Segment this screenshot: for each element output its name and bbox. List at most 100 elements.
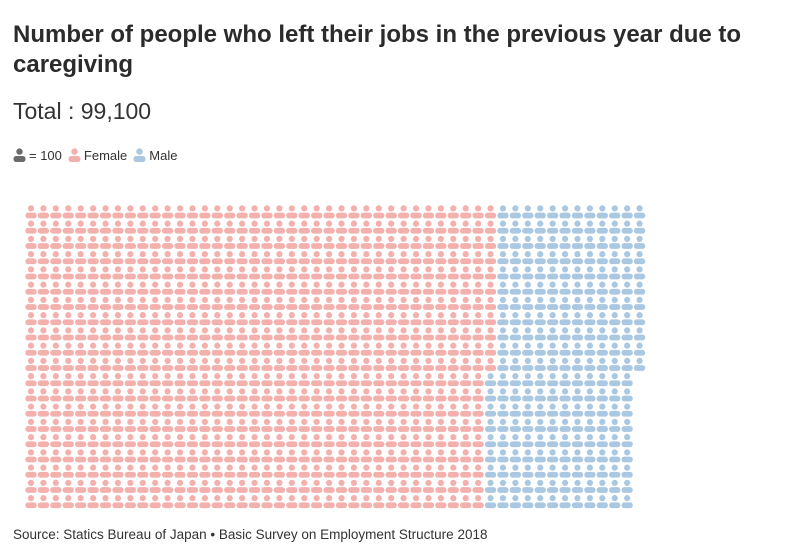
- female-person-icon: [311, 464, 323, 478]
- female-person-head: [176, 403, 184, 410]
- female-person-head: [462, 205, 469, 212]
- female-person-head: [214, 251, 221, 258]
- female-person-head: [313, 357, 320, 364]
- male-person-icon: [534, 449, 546, 463]
- female-person-head: [462, 403, 469, 410]
- male-person-head: [574, 281, 581, 288]
- female-person-icon: [211, 266, 223, 280]
- female-person-icon: [360, 296, 372, 310]
- male-person-icon: [621, 205, 633, 219]
- female-person-body: [447, 395, 459, 402]
- male-person-head: [499, 312, 507, 319]
- male-person-head: [586, 388, 594, 395]
- female-person-head: [475, 251, 482, 258]
- male-person-body: [534, 349, 546, 356]
- female-person-icon: [273, 403, 285, 417]
- female-person-icon: [298, 403, 310, 417]
- female-person-icon: [75, 479, 87, 493]
- female-person-icon: [87, 434, 99, 448]
- female-person-icon: [398, 266, 410, 280]
- female-person-icon: [37, 281, 50, 295]
- female-person-head: [127, 281, 134, 288]
- female-person-head: [127, 235, 134, 242]
- male-person-head: [624, 464, 631, 471]
- male-person-body: [497, 441, 509, 448]
- male-person-icon: [621, 220, 633, 234]
- female-person-icon: [75, 434, 87, 448]
- female-person-icon: [385, 357, 397, 371]
- male-person-head: [512, 342, 519, 349]
- female-person-head: [412, 342, 420, 349]
- female-person-head: [400, 403, 407, 410]
- female-person-body: [162, 334, 174, 341]
- female-person-head: [475, 266, 482, 273]
- female-person-icon: [162, 357, 174, 371]
- male-person-head: [574, 357, 581, 364]
- female-person-body: [373, 502, 385, 509]
- male-person-icon: [509, 235, 521, 249]
- female-person-body: [261, 334, 273, 341]
- female-person-head: [239, 403, 246, 410]
- female-person-icon: [162, 403, 174, 417]
- female-person-body: [25, 227, 37, 234]
- male-person-icon: [534, 388, 546, 402]
- male-person-body: [547, 487, 559, 493]
- male-person-icon: [633, 357, 646, 371]
- female-person-body: [460, 441, 472, 448]
- female-person-icon: [25, 251, 37, 265]
- female-person-icon: [410, 403, 422, 417]
- female-person-body: [373, 349, 385, 356]
- male-person-body: [584, 212, 596, 219]
- female-person-icon: [323, 327, 335, 341]
- female-person-head: [176, 373, 184, 380]
- male-person-body: [559, 410, 571, 417]
- female-person-head: [462, 373, 469, 380]
- female-person-body: [298, 319, 310, 326]
- male-person-icon: [621, 479, 633, 493]
- male-person-body: [559, 395, 571, 402]
- female-person-body: [348, 395, 360, 402]
- female-person-head: [388, 235, 395, 242]
- female-person-body: [435, 212, 447, 219]
- female-person-body: [385, 304, 397, 310]
- male-person-body: [522, 288, 534, 295]
- female-person-head: [375, 495, 382, 502]
- female-person-body: [435, 258, 447, 265]
- male-person-icon: [547, 220, 559, 234]
- female-person-icon: [174, 342, 186, 356]
- male-person-head: [586, 449, 594, 456]
- female-person-head: [487, 235, 494, 242]
- female-person-icon: [373, 312, 385, 326]
- female-person-body: [62, 227, 74, 234]
- female-person-head: [27, 449, 35, 456]
- female-person-head: [77, 296, 84, 303]
- female-person-body: [261, 258, 273, 265]
- female-person-head: [164, 251, 171, 258]
- female-person-head: [325, 296, 333, 303]
- female-person-icon: [62, 327, 74, 341]
- female-person-head: [288, 296, 295, 303]
- female-person-head: [425, 434, 432, 441]
- male-person-icon: [571, 281, 584, 295]
- female-person-head: [90, 373, 97, 380]
- female-person-icon: [174, 251, 186, 265]
- female-person-icon: [124, 235, 136, 249]
- female-person-icon: [447, 296, 459, 310]
- male-person-body: [609, 212, 621, 219]
- female-person-icon: [484, 235, 497, 249]
- female-person-icon: [199, 327, 211, 341]
- female-person-head: [40, 281, 47, 288]
- male-person-body: [584, 365, 596, 371]
- female-person-head: [437, 342, 444, 349]
- female-person-head: [301, 266, 308, 273]
- female-person-head: [90, 220, 97, 227]
- female-person-head: [363, 205, 370, 212]
- female-person-icon: [75, 296, 87, 310]
- female-person-head: [263, 418, 271, 425]
- female-person-icon: [87, 495, 99, 509]
- female-person-head: [350, 418, 358, 425]
- female-person-icon: [87, 281, 99, 295]
- female-person-head: [176, 342, 184, 349]
- female-person-head: [27, 373, 35, 380]
- female-person-head: [350, 464, 358, 471]
